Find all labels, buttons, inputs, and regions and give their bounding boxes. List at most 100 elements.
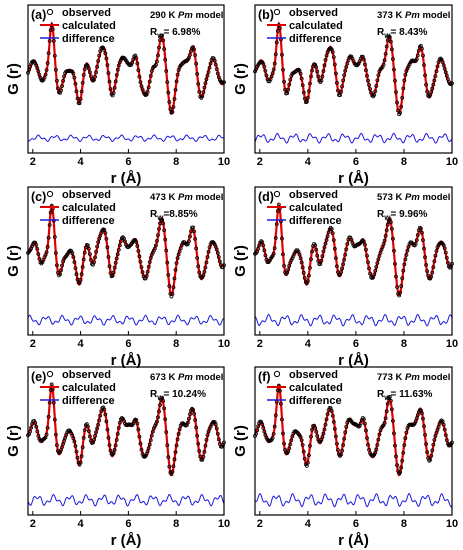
- observed-point: [36, 433, 41, 438]
- observed-point: [364, 68, 368, 73]
- observed-point: [402, 443, 407, 448]
- observed-point: [287, 446, 292, 451]
- observed-point: [43, 72, 48, 77]
- observed-point: [94, 70, 98, 75]
- observed-point: [202, 270, 207, 274]
- observed-point: [398, 470, 403, 475]
- observed-point: [52, 235, 57, 239]
- observed-point: [192, 47, 196, 52]
- observed-point: [76, 460, 81, 465]
- observed-point: [111, 451, 116, 456]
- x-tick-label: 8: [173, 518, 179, 530]
- observed-point: [105, 245, 110, 250]
- observed-point: [206, 70, 211, 74]
- observed-point: [340, 448, 344, 453]
- observed-point: [174, 79, 179, 84]
- y-axis-title: G (r): [232, 63, 249, 95]
- observed-point: [85, 243, 90, 248]
- observed-point: [145, 89, 150, 94]
- observed-point: [373, 268, 378, 273]
- model-suffix: model: [195, 10, 223, 21]
- observed-point: [95, 244, 100, 249]
- difference-line: [27, 493, 225, 507]
- x-tick-label: 6: [353, 338, 359, 350]
- observed-point: [414, 238, 419, 243]
- observed-point: [77, 101, 82, 106]
- observed-point: [302, 456, 307, 461]
- observed-point: [272, 61, 277, 66]
- observed-point: [108, 87, 113, 92]
- observed-point: [316, 74, 321, 79]
- observed-point: [436, 425, 441, 429]
- observed-point: [103, 51, 108, 56]
- observed-point: [134, 240, 139, 245]
- observed-point: [446, 79, 451, 84]
- observed-point: [332, 427, 337, 431]
- observed-point: [54, 263, 59, 268]
- observed-point: [134, 56, 139, 60]
- observed-point: [429, 90, 434, 94]
- observed-point: [324, 53, 329, 58]
- observed-point: [331, 419, 336, 424]
- observed-point: [44, 432, 49, 437]
- observed-point: [325, 234, 330, 239]
- observed-point: [262, 429, 267, 434]
- observed-point: [185, 420, 190, 425]
- observed-point: [107, 79, 112, 84]
- observed-point: [415, 233, 420, 237]
- observed-point: [400, 95, 405, 100]
- observed-point: [281, 252, 285, 257]
- observed-point: [340, 84, 344, 89]
- x-tick-label: 8: [401, 518, 407, 530]
- observed-point: [104, 419, 109, 424]
- observed-point: [156, 415, 160, 420]
- x-axis-title: r (Å): [338, 170, 369, 187]
- observed-point: [322, 427, 327, 432]
- observed-point: [54, 78, 59, 83]
- observed-point: [47, 400, 52, 405]
- observed-point: [93, 434, 97, 438]
- legend-observed-marker: [46, 190, 54, 198]
- observed-point: [424, 262, 428, 267]
- observed-point: [138, 259, 143, 264]
- observed-point: [363, 421, 367, 426]
- observed-point: [444, 255, 449, 260]
- observed-point: [113, 260, 118, 265]
- observed-point: [270, 435, 275, 440]
- observed-point: [344, 65, 349, 69]
- observed-point: [341, 262, 346, 267]
- legend-observed-marker: [273, 8, 281, 16]
- observed-point: [145, 449, 150, 454]
- observed-point: [170, 110, 175, 114]
- observed-point: [114, 73, 119, 77]
- observed-point: [173, 87, 178, 92]
- observed-point: [135, 244, 140, 248]
- observed-point: [310, 68, 314, 73]
- observed-point: [330, 50, 335, 55]
- observed-point: [345, 61, 350, 66]
- observed-point: [216, 255, 221, 259]
- observed-point: [403, 436, 408, 441]
- observed-point: [441, 422, 446, 427]
- observed-point: [262, 248, 267, 253]
- panel-d: 2 4 6 8 10 r (Å) G (r) (d) observedcalculateddif…: [232, 186, 458, 369]
- observed-point: [315, 253, 320, 258]
- legend-calculated-label: calculated: [62, 20, 116, 32]
- x-tick-label: 10: [446, 156, 458, 168]
- observed-point: [390, 418, 395, 423]
- observed-point: [398, 290, 403, 295]
- legend-observed-label: observed: [289, 369, 338, 381]
- x-tick-label: 10: [446, 518, 458, 530]
- observed-point: [103, 412, 108, 417]
- observed-point: [307, 273, 311, 278]
- panel-f: 2 4 6 8 10 r (Å) G (r) (f) observedcalculateddif…: [232, 366, 458, 549]
- difference-line: [254, 493, 453, 508]
- observed-point: [202, 449, 207, 454]
- observed-point: [320, 74, 325, 79]
- observed-point: [163, 57, 168, 62]
- observed-point: [395, 285, 399, 289]
- observed-point: [117, 243, 122, 248]
- observed-point: [390, 57, 395, 61]
- observed-point: [434, 248, 439, 253]
- observed-point: [107, 443, 112, 448]
